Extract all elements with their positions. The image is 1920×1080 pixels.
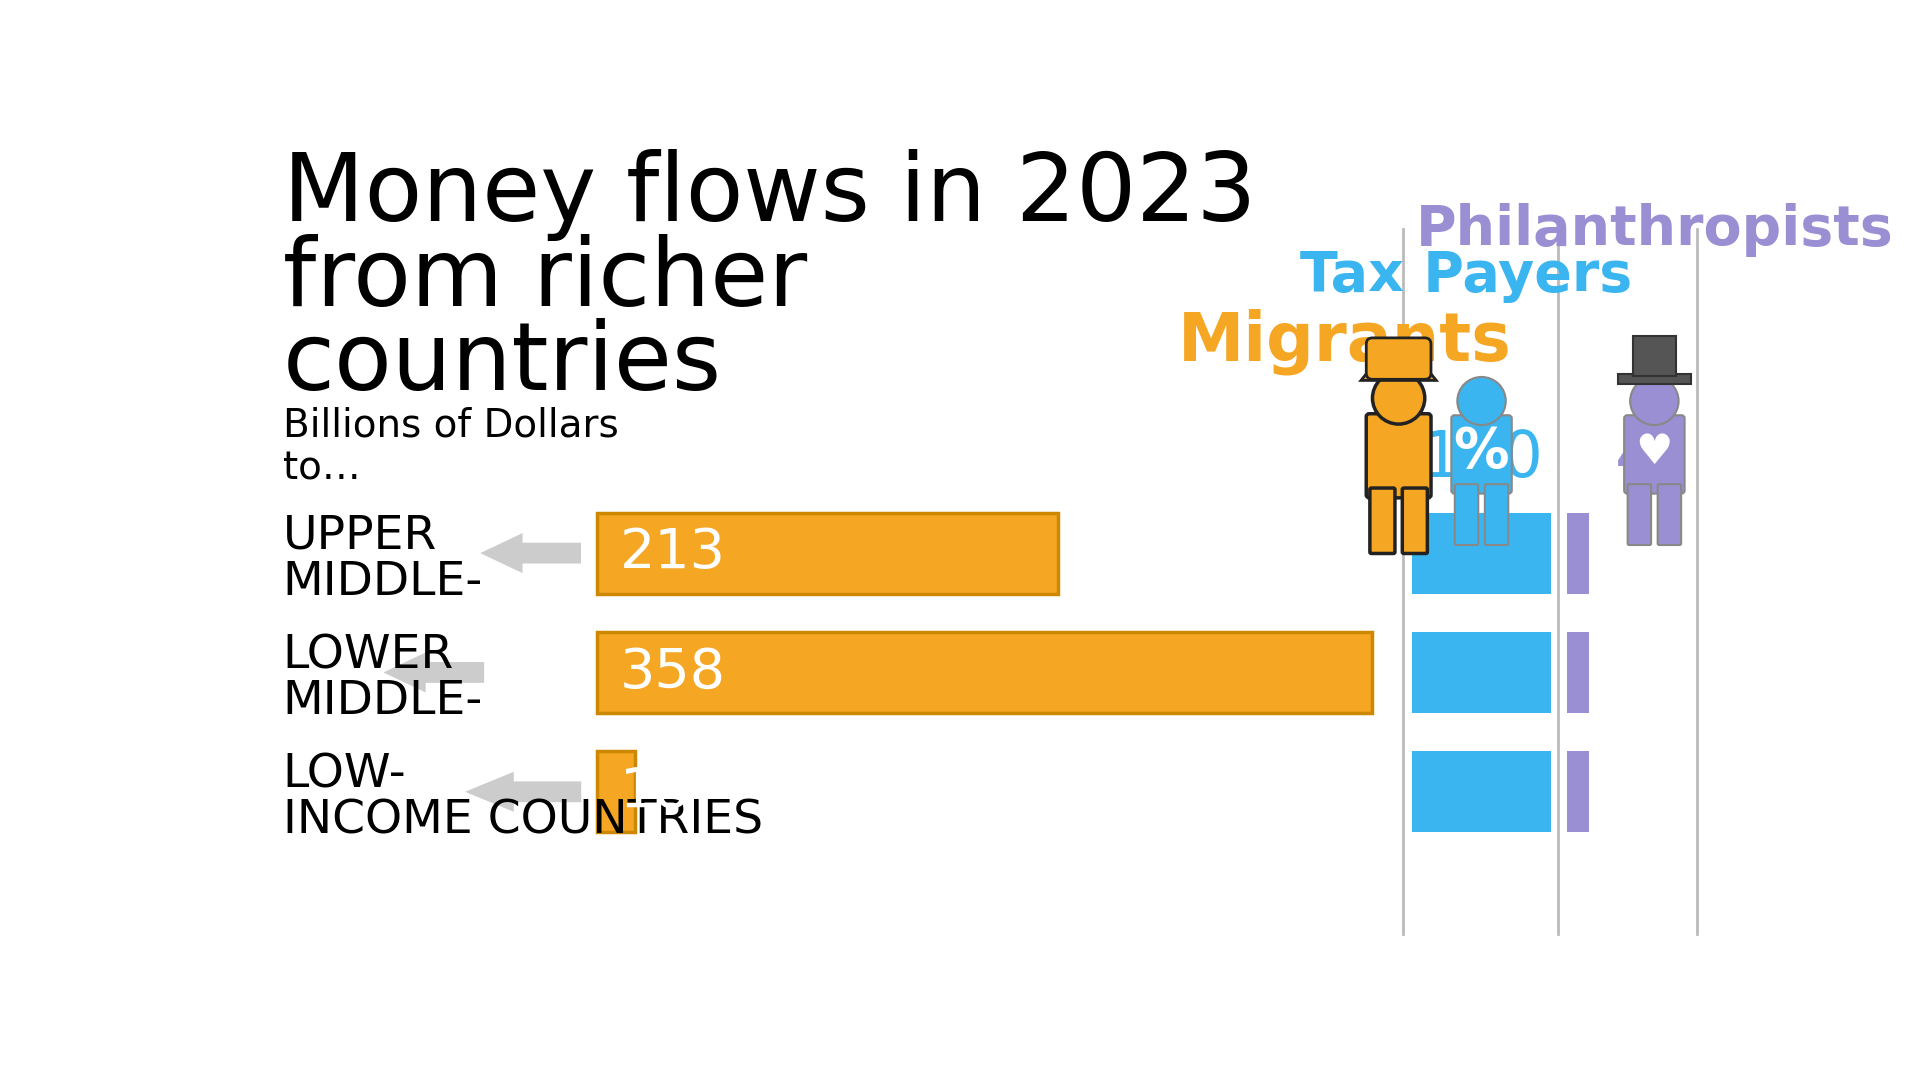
Text: LOW-: LOW- [282,753,407,797]
Polygon shape [465,772,582,812]
Text: 358: 358 [620,646,726,700]
FancyBboxPatch shape [1452,416,1511,494]
FancyBboxPatch shape [1367,338,1430,379]
Text: to…: to… [282,449,361,487]
Polygon shape [1361,370,1436,380]
FancyBboxPatch shape [597,513,1058,594]
Text: LOWER: LOWER [282,633,453,678]
Text: 180: 180 [1421,428,1542,489]
FancyBboxPatch shape [1402,488,1427,553]
Circle shape [1457,377,1505,426]
FancyBboxPatch shape [597,752,636,833]
Polygon shape [480,534,582,573]
FancyBboxPatch shape [1567,632,1588,713]
FancyBboxPatch shape [597,632,1371,713]
Text: MIDDLE-: MIDDLE- [282,559,482,605]
FancyBboxPatch shape [1484,484,1509,545]
Text: countries: countries [282,319,722,410]
FancyBboxPatch shape [1367,414,1430,498]
FancyBboxPatch shape [1455,484,1478,545]
Text: Philanthropists: Philanthropists [1415,203,1893,257]
Text: MIDDLE-: MIDDLE- [282,679,482,725]
FancyBboxPatch shape [1617,374,1692,383]
Text: INCOME COUNTRIES: INCOME COUNTRIES [282,798,762,843]
FancyBboxPatch shape [1628,484,1651,545]
FancyBboxPatch shape [1411,632,1551,713]
Text: 213: 213 [620,526,726,580]
Text: Migrants: Migrants [1177,308,1511,375]
Text: UPPER: UPPER [282,514,438,558]
Text: 18: 18 [620,765,691,819]
FancyBboxPatch shape [1624,416,1684,494]
FancyBboxPatch shape [1411,513,1551,594]
FancyBboxPatch shape [1657,484,1682,545]
FancyBboxPatch shape [1567,752,1588,833]
Text: Tax Payers: Tax Payers [1300,248,1632,302]
Circle shape [1373,373,1425,424]
Text: %: % [1453,426,1509,480]
FancyBboxPatch shape [1567,513,1588,594]
FancyBboxPatch shape [1411,752,1551,833]
Text: ♥: ♥ [1636,431,1672,473]
Text: from richer: from richer [282,233,806,325]
FancyBboxPatch shape [1634,336,1676,376]
Text: Billions of Dollars: Billions of Dollars [282,407,618,445]
Text: 4: 4 [1615,428,1655,489]
FancyBboxPatch shape [1369,488,1396,553]
Polygon shape [384,652,484,692]
Text: Money flows in 2023: Money flows in 2023 [282,149,1256,241]
Circle shape [1630,377,1678,426]
